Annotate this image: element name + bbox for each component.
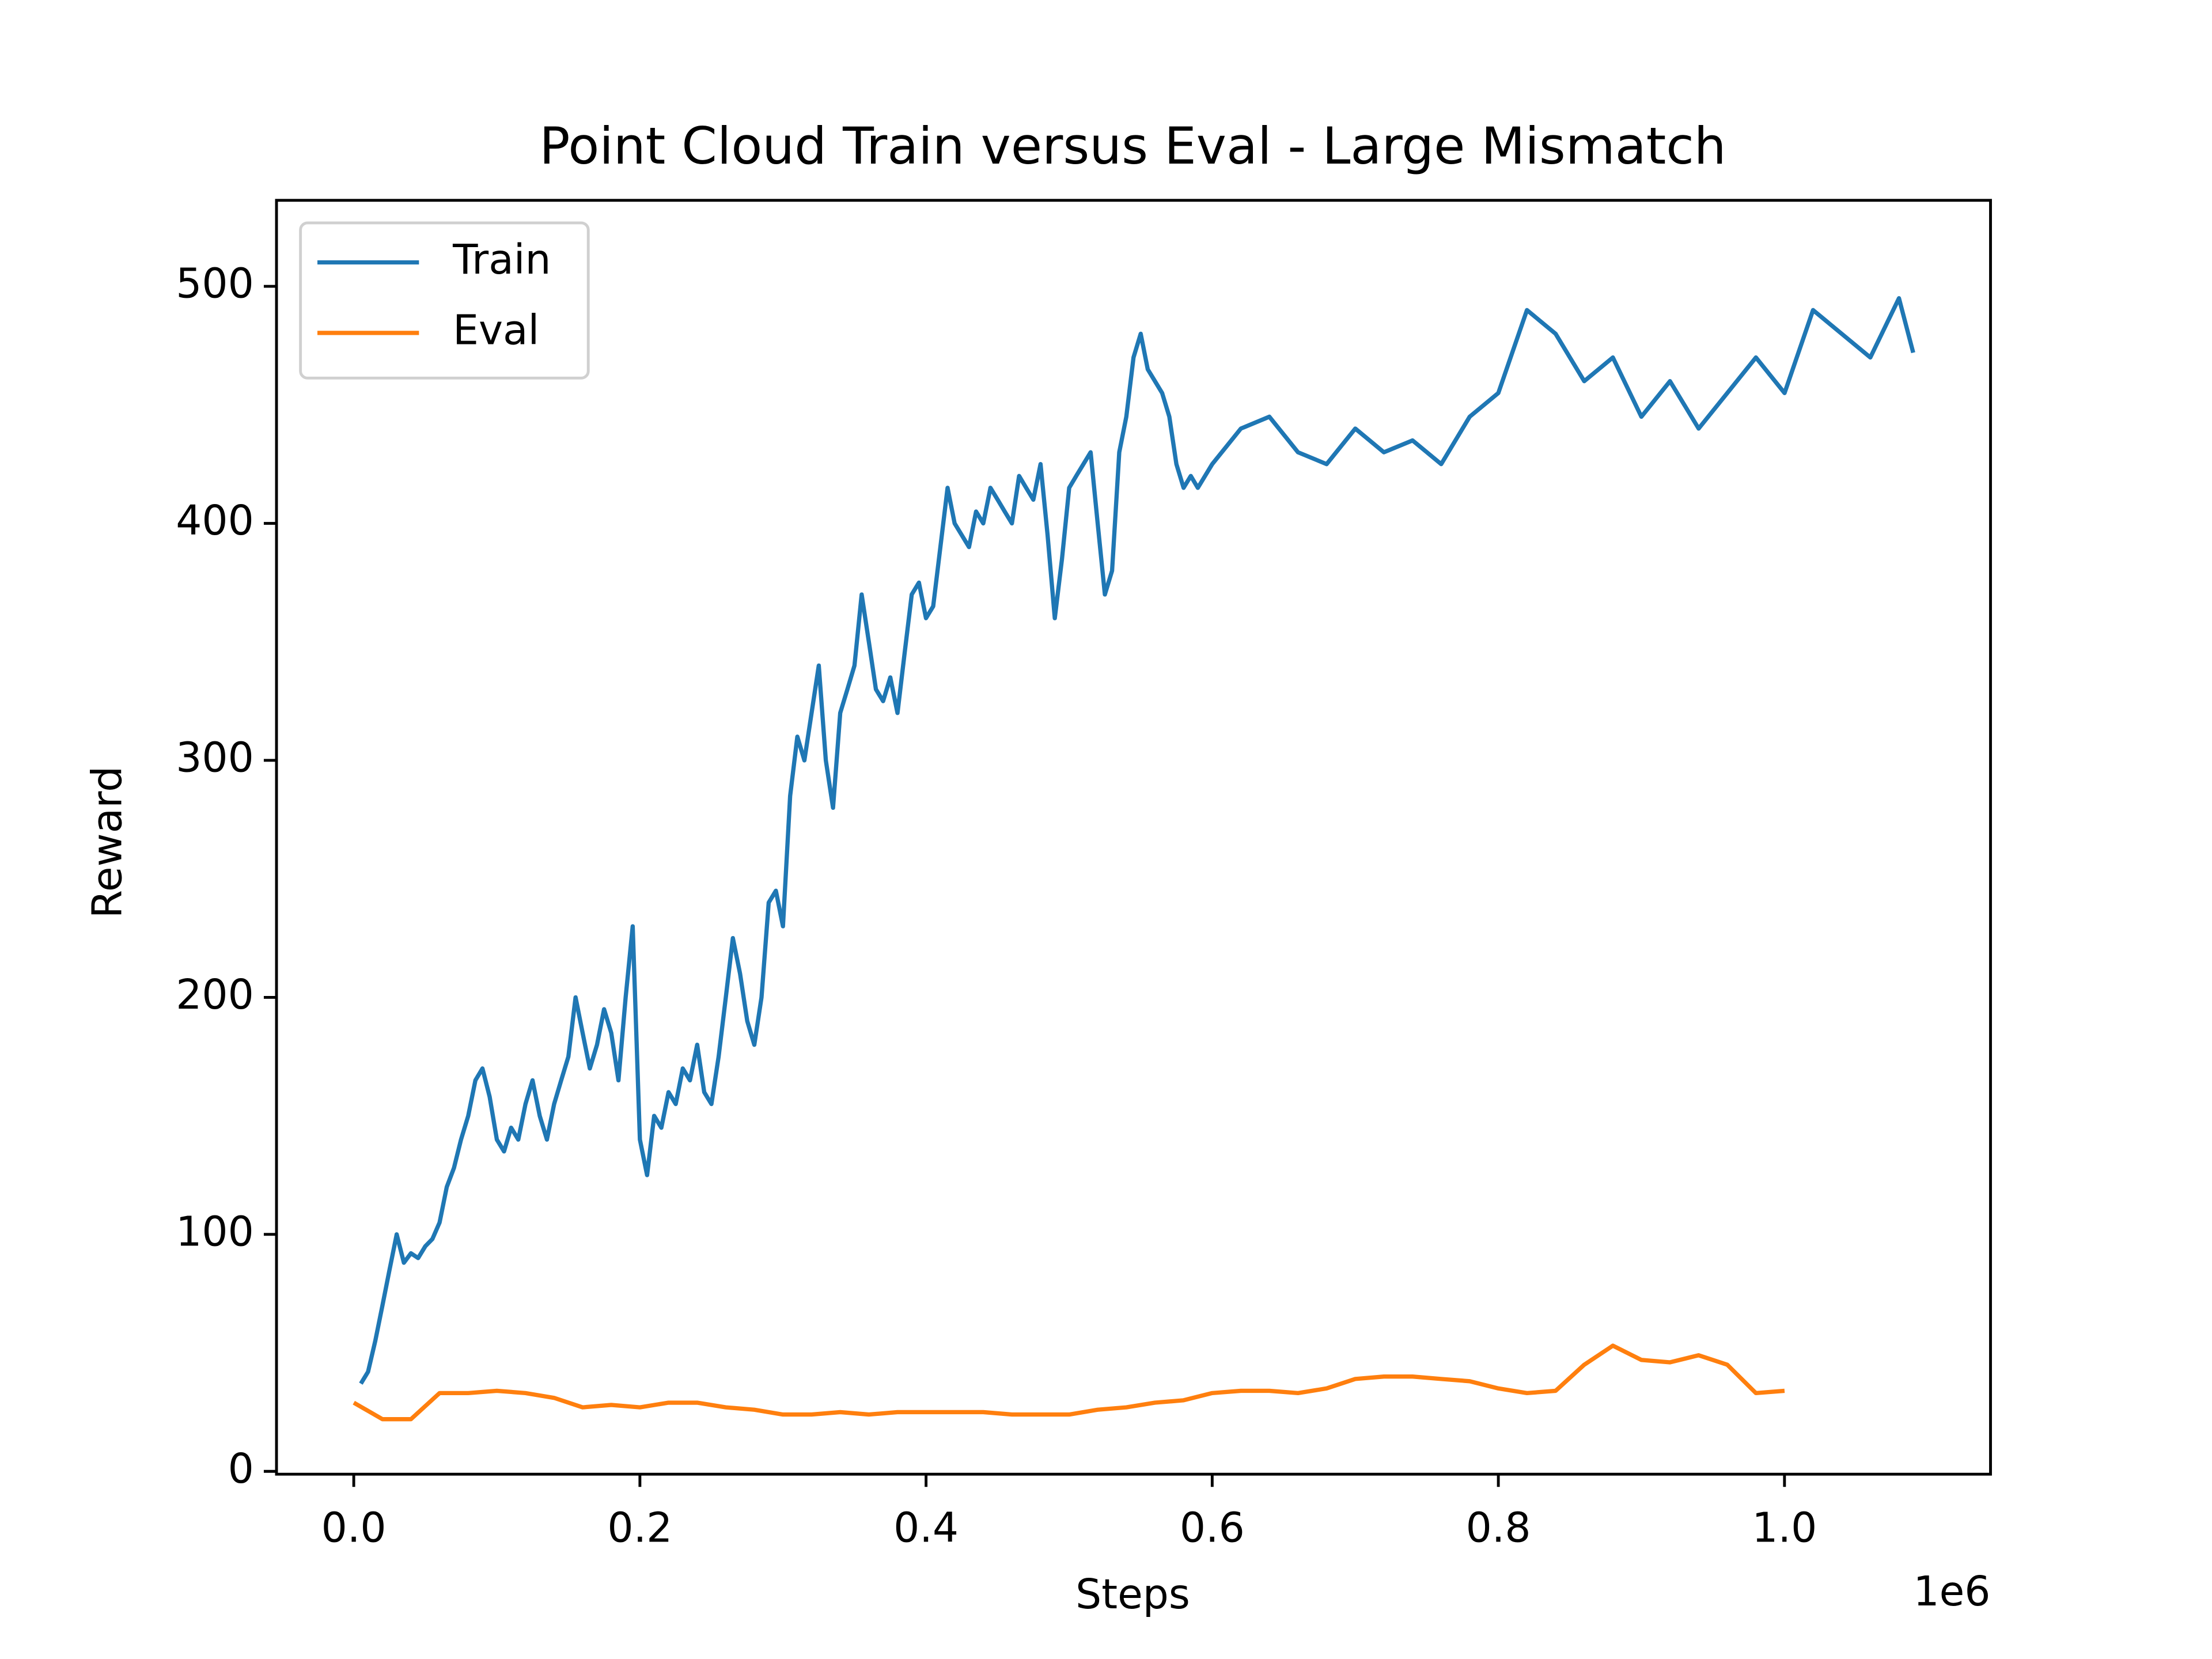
series-line bbox=[353, 1343, 1785, 1422]
y-tick-label: 200 bbox=[176, 971, 254, 1018]
y-tick-label: 500 bbox=[176, 260, 254, 308]
y-tick-label: 0 bbox=[228, 1445, 254, 1493]
x-tick-label: 1.0 bbox=[1752, 1504, 1817, 1552]
x-tick-label: 0.0 bbox=[321, 1504, 387, 1552]
x-tick-label: 0.8 bbox=[1466, 1504, 1531, 1552]
y-tick-label: 400 bbox=[176, 497, 254, 544]
series-line bbox=[359, 296, 1915, 1385]
legend-label: Train bbox=[452, 236, 551, 283]
x-offset-label: 1e6 bbox=[1913, 1567, 1990, 1615]
x-tick-label: 0.6 bbox=[1180, 1504, 1245, 1552]
y-axis-label: Reward bbox=[84, 766, 131, 918]
x-axis-label: Steps bbox=[1075, 1570, 1190, 1618]
y-tick-label: 300 bbox=[176, 733, 254, 781]
x-tick-label: 0.2 bbox=[607, 1504, 672, 1552]
x-tick-label: 0.4 bbox=[893, 1504, 959, 1552]
plot-frame bbox=[275, 199, 1992, 1476]
chart-title: Point Cloud Train versus Eval - Large Mi… bbox=[539, 116, 1726, 176]
y-tick-label: 100 bbox=[176, 1207, 254, 1255]
legend-label: Eval bbox=[453, 306, 539, 354]
